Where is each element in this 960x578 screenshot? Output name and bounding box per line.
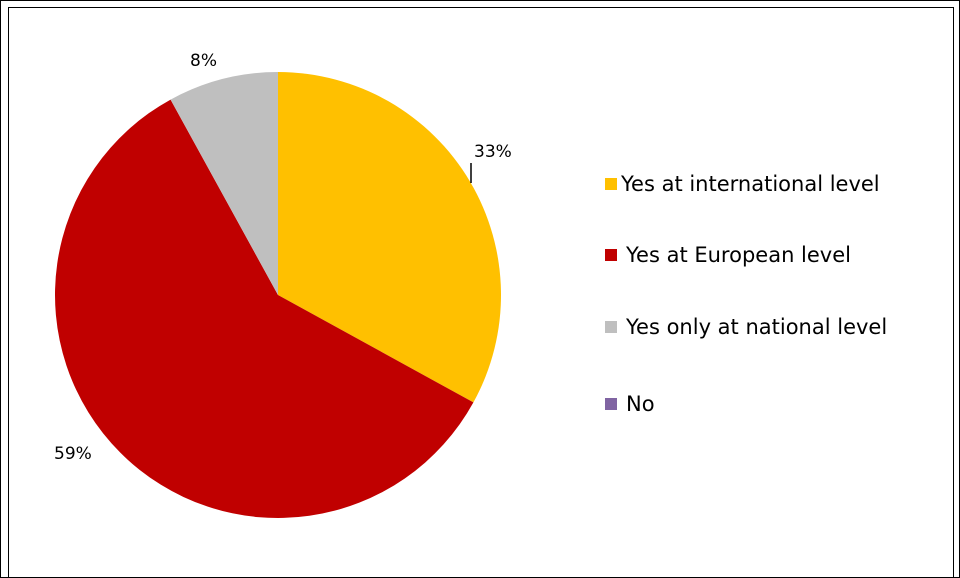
slice-international (278, 72, 502, 403)
legend-item-european: Yes at European level (605, 243, 851, 267)
label-national: 8% (190, 51, 217, 71)
legend-swatch-no (605, 398, 617, 410)
legend-label-international: Yes at international level (621, 172, 880, 196)
legend-swatch-national (605, 321, 617, 333)
label-international: 33% (474, 142, 512, 162)
legend-item-national: Yes only at national level (605, 315, 887, 339)
label-european: 59% (54, 444, 92, 464)
legend-label-european: Yes at European level (626, 243, 851, 267)
chart-area (8, 7, 954, 578)
legend-item-international: Yes at international level (605, 172, 880, 196)
legend-item-no: No (605, 392, 655, 416)
legend-label-national: Yes only at national level (626, 315, 888, 339)
legend-swatch-european (605, 249, 617, 261)
slice-european (55, 99, 474, 518)
legend-label-no: No (626, 392, 655, 416)
legend-swatch-international (605, 178, 617, 190)
slice-national (170, 72, 278, 295)
